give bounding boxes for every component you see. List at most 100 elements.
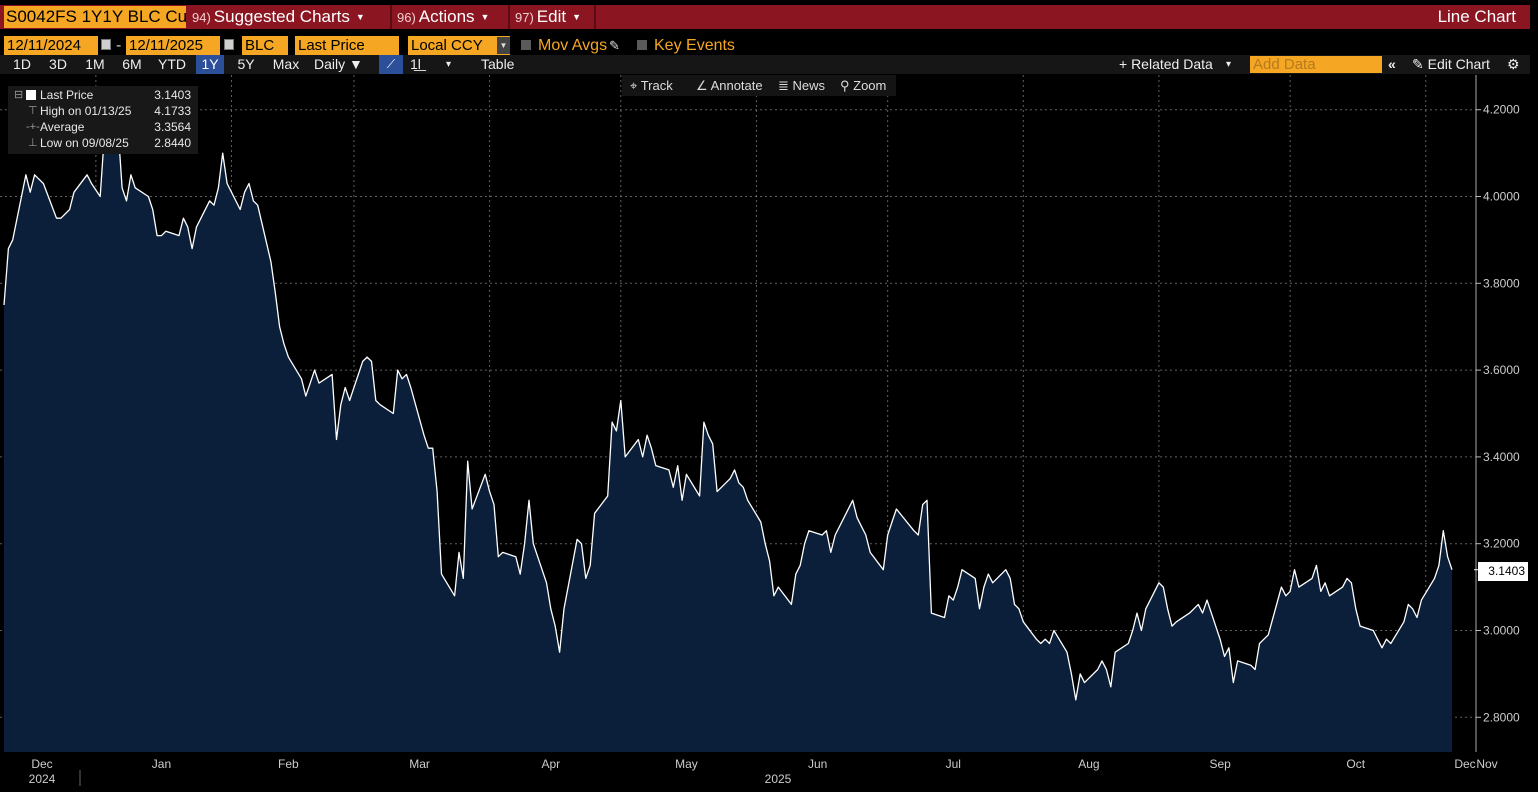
bar-chart-icon[interactable]: 1͟l [410, 56, 421, 72]
related-data-button[interactable]: + Related Data [1119, 56, 1213, 72]
chart-type-label[interactable]: Line Chart [1437, 7, 1516, 26]
y-tick-label: 3.8000 [1483, 276, 1520, 290]
high-marker-icon: ⊤ [28, 105, 38, 117]
x-tick-label: Jul [946, 757, 961, 771]
x-tick-label: Mar [409, 757, 430, 771]
header-bar [0, 5, 1530, 29]
edit-menu[interactable]: 97) Edit ▼ [515, 5, 581, 29]
period-6m[interactable]: 6M [122, 56, 142, 72]
y-tick-label: 3.0000 [1483, 623, 1520, 637]
menu-separator [390, 5, 392, 29]
x-tick-label: Oct [1346, 757, 1365, 771]
legend-value: 4.1733 [154, 104, 191, 118]
zoom-label: Zoom [853, 78, 887, 93]
period-3d[interactable]: 3D [49, 56, 67, 72]
collapse-box-icon[interactable]: ⊟ [14, 89, 24, 101]
menu-number: 97) [515, 10, 534, 25]
start-date-field[interactable]: 12/11/2024 [4, 36, 98, 55]
chart-legend: ⊟ Last Price 3.1403 ⊤ High on 01/13/25 4… [8, 86, 198, 154]
x-tick-label: Sep [1209, 757, 1231, 771]
caret-down-icon: ▼ [572, 12, 582, 22]
period-1y[interactable]: 1Y [196, 55, 224, 74]
series-swatch [26, 90, 36, 100]
key-events-label[interactable]: Key Events [654, 37, 735, 54]
y-tick-label: 3.2000 [1483, 537, 1520, 551]
calendar-icon[interactable] [101, 39, 111, 50]
legend-row-low: ⊥ Low on 09/08/25 2.8440 [8, 135, 198, 151]
y-tick-label: 2.8000 [1483, 710, 1520, 724]
period-1m[interactable]: 1M [85, 56, 105, 72]
actions-menu[interactable]: 96) Actions ▼ [397, 5, 489, 29]
ticker-field[interactable]: S0042FS 1Y1Y BLC Curncy [4, 6, 186, 28]
pencil-icon: ✎ [1412, 56, 1428, 72]
series-area [4, 122, 1452, 752]
current-value-label: 3.1403 [1478, 562, 1528, 581]
mov-avgs-checkbox[interactable] [521, 40, 531, 50]
mov-avgs-label[interactable]: Mov Avgs [538, 37, 608, 54]
x-year-label: 2025 [765, 772, 792, 786]
x-year-label: 2024 [29, 772, 56, 786]
table-button[interactable]: Table [481, 56, 515, 72]
price-field[interactable]: Last Price [295, 36, 399, 55]
zoom-button[interactable]: ⚲ Zoom [840, 76, 886, 95]
period-1d[interactable]: 1D [13, 56, 31, 72]
end-date-field[interactable]: 12/11/2025 [126, 36, 220, 55]
x-tick-label: Aug [1078, 757, 1099, 771]
gear-icon[interactable]: ⚙ [1507, 56, 1520, 72]
y-tick-label: 4.2000 [1483, 103, 1520, 117]
collapse-icon[interactable]: « [1388, 56, 1396, 72]
x-tick-label: May [675, 757, 698, 771]
legend-label: Last Price [40, 88, 94, 102]
legend-value: 2.8440 [154, 136, 191, 150]
legend-label: Average [40, 120, 85, 134]
menu-label: Edit [536, 7, 567, 26]
chart-tools-bar [622, 75, 896, 96]
date-separator: - [116, 37, 122, 54]
suggested-charts-menu[interactable]: 94) Suggested Charts ▼ [192, 5, 365, 29]
x-tick-label: Dec [1454, 757, 1475, 771]
edit-chart-label: Edit Chart [1427, 56, 1490, 72]
news-icon: ≣ [778, 78, 793, 93]
legend-row-last-price[interactable]: ⊟ Last Price 3.1403 [8, 87, 198, 103]
x-tick-label: Feb [278, 757, 299, 771]
period-max[interactable]: Max [272, 56, 300, 72]
legend-label: High on 01/13/25 [40, 104, 132, 118]
menu-label: Suggested Charts [213, 7, 350, 26]
menu-number: 96) [397, 10, 416, 25]
y-tick-label: 3.6000 [1483, 363, 1520, 377]
period-5y[interactable]: 5Y [237, 56, 255, 72]
top-strip [0, 0, 1538, 5]
y-tick-label: 4.0000 [1483, 190, 1520, 204]
add-data-input[interactable]: Add Data [1250, 56, 1382, 73]
caret-down-icon: ▼ [355, 12, 365, 22]
caret-down-icon: ▼ [480, 12, 490, 22]
menu-separator [594, 5, 596, 29]
x-tick-label: Jun [808, 757, 827, 771]
average-marker-icon: -+- [26, 121, 40, 133]
series-line [3, 122, 1453, 701]
legend-row-high: ⊤ High on 01/13/25 4.1733 [8, 103, 198, 119]
x-tick-label: Nov [1476, 757, 1497, 771]
chart-style-dropdown-icon[interactable]: ▾ [446, 59, 452, 70]
y-tick-label: 3.4000 [1483, 450, 1520, 464]
calendar-icon[interactable] [224, 39, 234, 50]
period-ytd[interactable]: YTD [158, 56, 186, 72]
edit-chart-button[interactable]: ✎ Edit Chart [1412, 55, 1490, 74]
track-label: Track [640, 78, 673, 93]
menu-number: 94) [192, 10, 211, 25]
legend-label: Low on 09/08/25 [40, 136, 129, 150]
news-button[interactable]: ≣ News [778, 76, 825, 95]
key-events-checkbox[interactable] [637, 40, 647, 50]
frequency-dropdown[interactable]: Daily ▼ [314, 56, 363, 72]
annotate-label: Annotate [710, 78, 763, 93]
legend-value: 3.1403 [154, 88, 191, 102]
track-button[interactable]: ⌖ Track [630, 76, 673, 95]
currency-dropdown-icon[interactable]: ▼ [497, 37, 510, 54]
pencil-icon[interactable]: ✎ [609, 38, 620, 53]
line-chart-icon[interactable]: ⟋ [379, 55, 403, 74]
source-field[interactable]: BLC [242, 36, 288, 55]
annotate-button[interactable]: ∠ Annotate [696, 76, 763, 95]
crosshair-icon: ⌖ [630, 78, 641, 93]
currency-field[interactable]: Local CCY [408, 36, 510, 55]
